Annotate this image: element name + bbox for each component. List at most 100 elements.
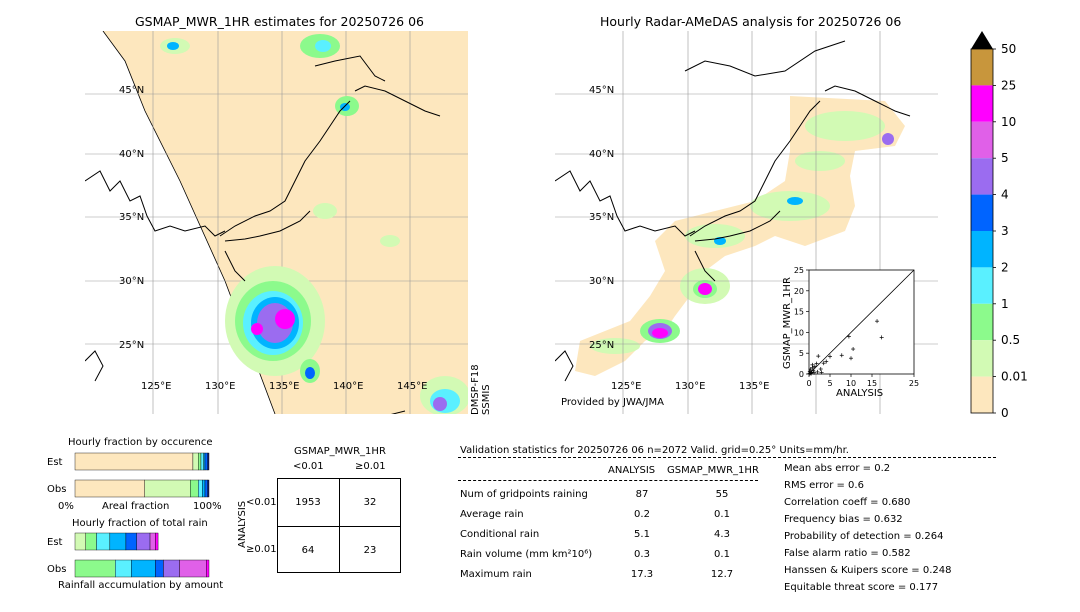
stat-label: Conditional rain — [460, 529, 540, 540]
sensor-label: SSMIS — [481, 384, 492, 415]
bar-segment — [204, 479, 208, 498]
right-lat-label: 40°N — [589, 149, 615, 160]
bar-segment — [204, 452, 208, 471]
colorbar-label: 3 — [1001, 224, 1009, 238]
stat-label: Average rain — [460, 509, 524, 520]
left-lon-label: 125°E — [141, 381, 172, 392]
bar-segment — [85, 532, 97, 551]
colorbar-label: 0.01 — [1001, 370, 1028, 384]
colorbar-segment — [971, 376, 993, 413]
bar-segment — [207, 479, 210, 498]
validation-divider-2 — [458, 480, 758, 481]
bar-segment — [203, 452, 206, 471]
total-rain-title: Hourly fraction of total rain — [72, 518, 208, 529]
contingency-cell: 1953 — [295, 497, 321, 508]
right-lat-label: 35°N — [589, 212, 615, 223]
score-line: Probability of detection = 0.264 — [784, 531, 944, 542]
left-lat-label: 40°N — [119, 149, 145, 160]
colorbar-segment — [971, 158, 993, 195]
stat-label: Num of gridpoints raining — [460, 489, 588, 500]
score-line: RMS error = 0.6 — [784, 480, 864, 491]
colorbar-segment — [971, 85, 993, 122]
occ-xtick-left: 0% — [58, 501, 74, 512]
scatter-xtick-label: 15 — [867, 379, 877, 388]
bar-segment — [198, 452, 202, 471]
left-lat-label: 45°N — [119, 85, 145, 96]
bar-segment — [179, 559, 207, 578]
scatter-xtick-label: 5 — [827, 379, 832, 388]
right-lat-label: 30°N — [589, 276, 615, 287]
colorbar-label: 25 — [1001, 78, 1016, 92]
scatter-ytick-label: 25 — [794, 266, 804, 275]
colorbar-segment — [971, 340, 993, 377]
right-lon-label: 135°E — [739, 381, 770, 392]
tot-obs-label: Obs — [47, 564, 67, 575]
bar-segment — [155, 532, 159, 551]
stat-gsmap: 12.7 — [710, 569, 734, 580]
colorbar-label: 0.5 — [1001, 333, 1020, 347]
credit-label: Provided by JWA/JMA — [561, 397, 664, 408]
scatter-diagonal — [808, 269, 915, 375]
colorbar-segment — [971, 194, 993, 231]
scatter-ytick-label: 10 — [794, 328, 804, 337]
stat-analysis: 17.3 — [630, 569, 654, 580]
contingency-table: 1953 32 64 23 — [277, 478, 401, 573]
score-line: Correlation coeff = 0.680 — [784, 497, 911, 508]
stat-analysis: 0.2 — [634, 509, 650, 520]
colorbar: 50 25 10 5 4 3 2 1 0.5 0.01 0 — [965, 28, 1035, 420]
scatter-ylabel: GSMAP_MWR_1HR — [782, 277, 793, 369]
left-lat-label: 25°N — [119, 340, 145, 351]
bar-segment — [131, 559, 156, 578]
left-map — [85, 31, 468, 414]
bar-segment — [207, 452, 210, 471]
contingency-cell: 23 — [363, 545, 377, 556]
bar-segment — [74, 479, 145, 498]
left-lon-label: 130°E — [205, 381, 236, 392]
total-rain-bars — [74, 532, 210, 578]
bar-segment — [155, 559, 164, 578]
stat-gsmap: 0.1 — [714, 509, 730, 520]
contingency-cell: 64 — [301, 545, 315, 556]
scatter-xtick-label: 25 — [909, 379, 919, 388]
colorbar-segment — [971, 231, 993, 268]
scatter-ytick-label: 5 — [799, 349, 804, 358]
bar-segment — [74, 559, 116, 578]
stat-gsmap: 4.3 — [714, 529, 730, 540]
colorbar-segment — [971, 303, 993, 341]
contingency-row-header: <0.01 — [246, 497, 277, 508]
contingency-col-header: <0.01 — [293, 461, 324, 472]
bar-segment — [96, 532, 111, 551]
tot-xlabel: Rainfall accumulation by amount — [58, 580, 224, 591]
bar-segment — [109, 532, 127, 551]
colorbar-label: 50 — [1001, 42, 1016, 56]
bar-segment — [163, 559, 180, 578]
bar-segment — [206, 559, 210, 578]
right-lat-label: 25°N — [589, 340, 615, 351]
scatter-ytick-label: 20 — [794, 287, 804, 296]
score-line: Mean abs error = 0.2 — [784, 463, 891, 474]
right-lon-label: 125°E — [611, 381, 642, 392]
colorbar-label: 1 — [1001, 297, 1009, 311]
colorbar-segment — [971, 267, 993, 304]
bar-segment — [74, 452, 194, 471]
colorbar-label: 10 — [1001, 115, 1016, 129]
bar-segment — [125, 532, 137, 551]
stat-analysis: 87 — [635, 489, 649, 500]
occ-obs-label: Obs — [47, 484, 67, 495]
occ-est-label: Est — [47, 457, 63, 468]
bar-segment — [136, 532, 151, 551]
colorbar-label: 0 — [1001, 406, 1009, 420]
bar-segment — [74, 532, 86, 551]
contingency-cell: 32 — [363, 497, 377, 508]
scatter-ytick-label: 0 — [799, 370, 804, 379]
occurrence-bars — [74, 452, 210, 498]
colorbar-label: 2 — [1001, 260, 1009, 274]
colorbar-segment — [971, 121, 993, 159]
scatter-xtick-label: 0 — [806, 379, 811, 388]
left-lon-label: 135°E — [269, 381, 300, 392]
left-lat-label: 30°N — [119, 276, 145, 287]
col-analysis-header: ANALYSIS — [608, 465, 656, 476]
left-lon-label: 145°E — [397, 381, 428, 392]
left-lon-label: 140°E — [333, 381, 364, 392]
scatter-xtick-label: 10 — [846, 379, 856, 388]
